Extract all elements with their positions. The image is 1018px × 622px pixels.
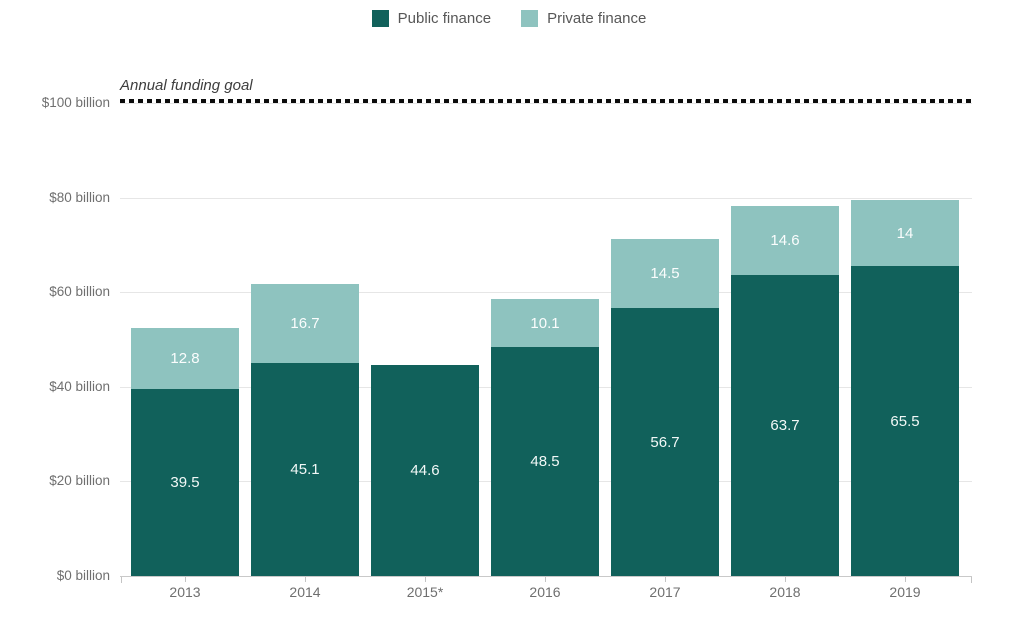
bar-value-public-2019: 65.5 <box>890 412 920 430</box>
y-axis-label-20: $20 billion <box>49 473 110 488</box>
axis-tick-left-edge <box>121 577 122 583</box>
bar-value-private-2018: 14.6 <box>770 232 800 249</box>
bar-value-public-2013: 39.5 <box>170 474 200 491</box>
axis-tick-2016 <box>545 577 546 582</box>
bar-segment-public-2014: 45.1 <box>251 363 359 576</box>
public-finance-swatch <box>371 10 389 27</box>
bar-value-public-2018: 63.7 <box>770 417 800 434</box>
bar-segment-public-2013: 39.5 <box>131 389 239 576</box>
goal-dotted-line <box>120 99 971 104</box>
bar-value-private-2017: 14.5 <box>650 265 680 282</box>
bar-segment-public-2015*: 44.6 <box>371 365 479 576</box>
bar-segment-public-2017: 56.7 <box>611 308 719 576</box>
x-axis-label-2015*: 2015* <box>406 584 444 600</box>
gridline-60 <box>120 292 972 293</box>
y-axis-label-40: $40 billion <box>49 379 110 394</box>
bar-segment-public-2019: 65.5 <box>851 266 959 576</box>
bar-value-public-2017: 56.7 <box>650 433 680 451</box>
axis-tick-2013 <box>185 577 186 582</box>
x-axis-label-2014: 2014 <box>289 584 321 600</box>
x-axis-label-2017: 2017 <box>649 584 681 600</box>
goal-line-annotation: Annual funding goal <box>120 77 253 94</box>
legend-label-private-finance: Private finance <box>547 10 647 27</box>
y-axis-label-0: $0 billion <box>56 568 110 583</box>
bar-segment-private-2014: 16.7 <box>251 284 359 363</box>
bar-value-private-2016: 10.1 <box>530 314 560 332</box>
bar-value-public-2015*: 44.6 <box>410 462 440 479</box>
bar-segment-private-2016: 10.1 <box>491 299 599 347</box>
bar-segment-private-2019: 14 <box>851 200 959 266</box>
bar-value-public-2016: 48.5 <box>530 453 560 470</box>
bar-segment-private-2013: 12.8 <box>131 328 239 389</box>
axis-tick-2014 <box>305 577 306 582</box>
bar-segment-private-2018: 14.6 <box>731 206 839 275</box>
bar-segment-private-2017: 14.5 <box>611 239 719 308</box>
bar-value-private-2014: 16.7 <box>290 315 320 332</box>
gridline-100 <box>120 103 972 104</box>
y-axis-label-60: $60 billion <box>49 284 110 299</box>
axis-tick-2017 <box>665 577 666 582</box>
x-axis-line <box>120 576 972 577</box>
bar-segment-public-2016: 48.5 <box>491 347 599 576</box>
bar-value-private-2013: 12.8 <box>170 350 200 367</box>
x-axis-label-2019: 2019 <box>889 584 921 600</box>
gridline-80 <box>120 198 972 199</box>
x-axis-label-2018: 2018 <box>769 584 801 600</box>
legend: Public finance Private finance <box>0 10 1018 27</box>
legend-label-public-finance: Public finance <box>397 10 492 27</box>
y-axis-label-100: $100 billion <box>41 95 110 110</box>
bar-value-public-2014: 45.1 <box>290 461 320 478</box>
x-axis-label-2016: 2016 <box>529 584 561 600</box>
y-axis-label-80: $80 billion <box>49 190 110 205</box>
axis-tick-2019 <box>905 577 906 582</box>
private-finance-swatch <box>521 10 539 27</box>
bar-segment-public-2018: 63.7 <box>731 275 839 576</box>
axis-tick-right-edge <box>971 577 972 583</box>
bar-value-private-2019: 14 <box>896 224 914 242</box>
legend-item-private-finance: Private finance <box>521 10 646 27</box>
axis-tick-2018 <box>785 577 786 582</box>
axis-tick-2015* <box>425 577 426 582</box>
legend-item-public-finance: Public finance <box>371 10 492 27</box>
x-axis-label-2013: 2013 <box>169 584 201 600</box>
